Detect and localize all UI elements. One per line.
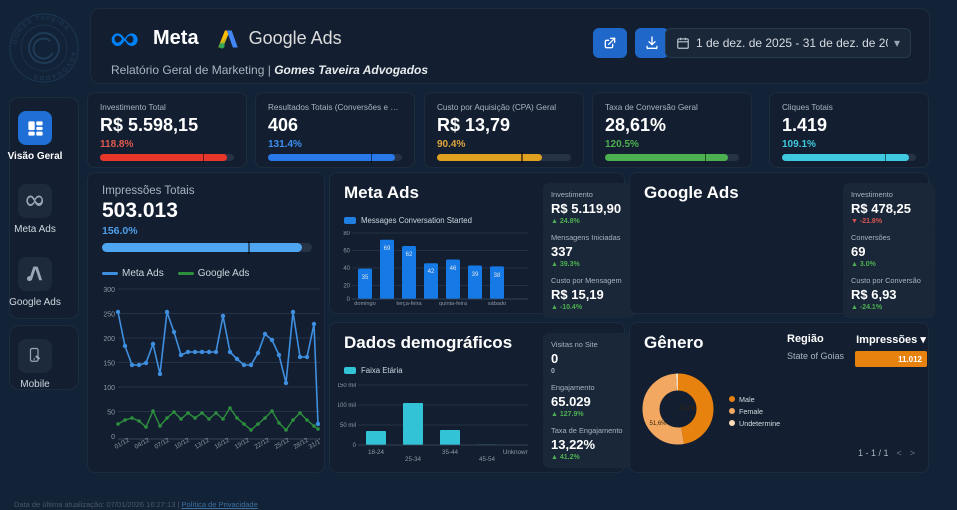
svg-text:51,6%: 51,6% [649, 421, 667, 427]
svg-text:150 mil: 150 mil [338, 383, 356, 389]
svg-text:100: 100 [103, 385, 115, 392]
svg-text:0: 0 [353, 443, 357, 449]
svg-text:69: 69 [384, 246, 391, 252]
svg-text:60: 60 [343, 249, 350, 255]
svg-text:39: 39 [472, 272, 479, 278]
svg-text:20: 20 [343, 284, 350, 290]
svg-text:100 mil: 100 mil [338, 403, 356, 409]
svg-text:42: 42 [428, 269, 435, 275]
svg-text:200: 200 [103, 336, 115, 343]
svg-text:Unknown: Unknown [503, 449, 528, 456]
svg-text:Female: Female [739, 407, 763, 416]
svg-text:50: 50 [107, 410, 115, 417]
svg-text:46: 46 [450, 266, 457, 272]
svg-text:300: 300 [103, 287, 115, 294]
svg-text:40: 40 [343, 266, 350, 272]
svg-text:Male: Male [739, 395, 755, 404]
svg-text:0: 0 [347, 297, 351, 303]
svg-text:62: 62 [406, 252, 413, 258]
svg-text:sábado: sábado [488, 301, 506, 307]
svg-text:50 mil: 50 mil [340, 423, 356, 429]
svg-text:Undetermine: Undetermine [739, 419, 780, 428]
svg-text:35: 35 [362, 275, 369, 281]
svg-text:150: 150 [103, 361, 115, 368]
svg-text:35-44: 35-44 [442, 449, 459, 456]
svg-text:250: 250 [103, 312, 115, 319]
svg-text:0: 0 [111, 434, 115, 441]
svg-text:80: 80 [343, 231, 350, 237]
svg-text:ADVOGADOS: ADVOGADOS [31, 51, 76, 81]
svg-text:38: 38 [494, 273, 501, 279]
svg-text:47,2%: 47,2% [678, 406, 696, 412]
svg-text:18-24: 18-24 [368, 449, 385, 456]
svg-text:25-34: 25-34 [405, 456, 422, 463]
svg-text:45-54: 45-54 [479, 456, 496, 463]
